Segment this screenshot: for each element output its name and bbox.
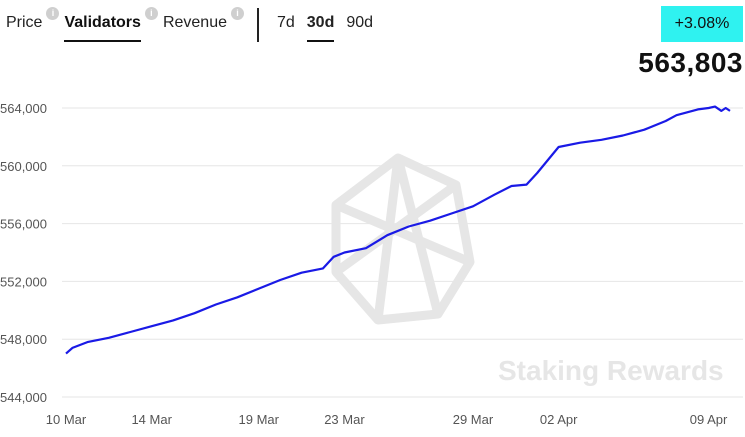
tab-revenue[interactable]: Revenue i [162,7,244,40]
watermark-logo-icon [331,153,475,325]
change-badge: +3.08% [661,6,743,42]
tab-revenue-label: Revenue [162,14,227,31]
tab-validators-label: Validators [64,14,141,31]
range-90d[interactable]: 90d [346,14,374,31]
y-tick-label: 560,000 [0,159,47,174]
range-30d[interactable]: 30d [306,8,335,42]
series-line [65,105,731,355]
info-icon[interactable]: i [46,7,60,20]
current-value: 563,803 [638,47,743,78]
watermark-text: Staking Rewards [498,355,724,386]
tab-price-label: Price [6,14,43,31]
x-tick-label: 10 Mar [46,412,87,427]
x-tick-label: 23 Mar [324,412,365,427]
y-tick-label: 552,000 [0,274,47,289]
y-tick-label: 564,000 [0,101,47,116]
x-tick-label: 14 Mar [131,412,172,427]
x-tick-label: 02 Apr [540,412,578,427]
range-7d[interactable]: 7d [276,14,295,31]
info-icon[interactable]: i [230,7,244,20]
tab-price[interactable]: Price i [6,7,60,40]
tabs-divider [256,8,259,42]
staking-rewards-watermark: Staking Rewards [331,153,724,386]
tab-validators[interactable]: Validators i [64,7,158,42]
chart-tabs: Price i Validators i Revenue i 7d 30d 90… [0,7,385,44]
x-tick-label: 29 Mar [453,412,494,427]
y-tick-label: 556,000 [0,217,47,232]
x-tick-label: 09 Apr [690,412,728,427]
info-icon[interactable]: i [144,7,158,20]
y-tick-label: 544,000 [0,390,47,405]
x-tick-label: 19 Mar [239,412,280,427]
y-tick-label: 548,000 [0,332,47,347]
